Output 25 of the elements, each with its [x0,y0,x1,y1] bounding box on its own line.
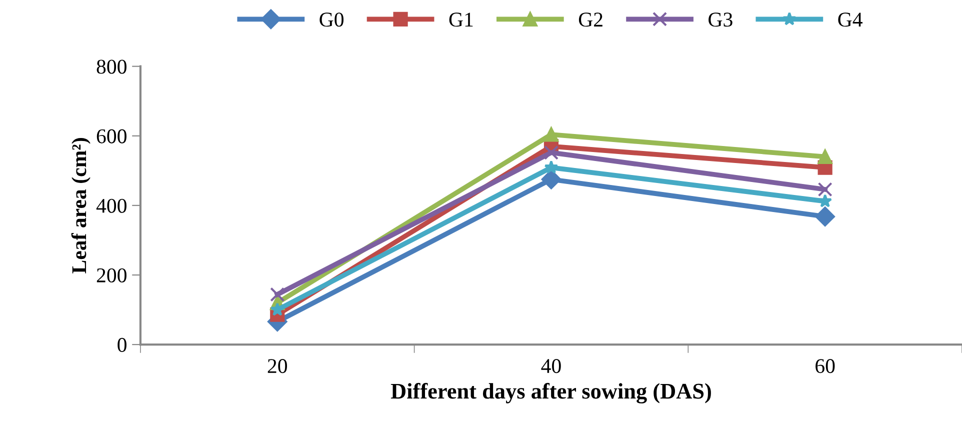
y-tick-label: 400 [96,198,126,213]
x-tick-label: 60 [816,359,835,374]
point [544,160,558,174]
point [541,169,562,190]
legend-label: G0 [320,12,344,27]
point [818,149,832,164]
y-tick-label: 800 [96,60,126,74]
x-tick-label: 40 [541,359,561,374]
point [818,194,832,208]
x-axis-title: Different days after sowing (DAS) [390,382,711,404]
point [544,145,559,160]
legend-label: G3 [708,12,732,27]
y-axis-title: Leaf area (cm²) [71,138,90,274]
legend-label: G4 [838,12,862,27]
legend-label: G1 [449,12,473,27]
y-tick-label: 600 [96,129,126,144]
y-tick-label: 0 [118,338,126,352]
legend-label: G2 [578,12,602,27]
point [818,182,832,197]
y-tick-label: 200 [96,268,126,282]
point [815,206,835,226]
point [270,302,284,316]
point [544,127,559,142]
point [270,287,285,302]
x-tick-label: 20 [268,359,287,374]
